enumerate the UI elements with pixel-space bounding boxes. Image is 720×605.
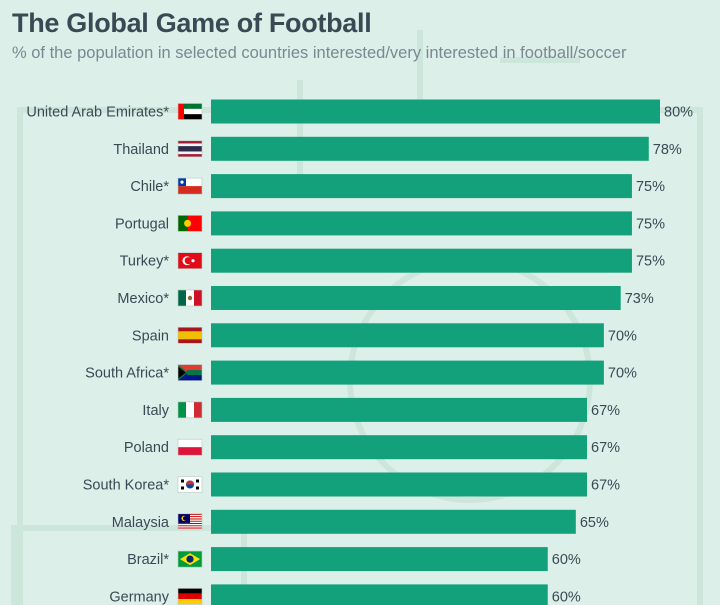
value-label-3: 75% <box>636 216 665 232</box>
south-korea-flag-icon <box>177 476 203 493</box>
value-label-10: 67% <box>591 478 620 494</box>
bar-1 <box>211 136 649 161</box>
category-label-5: Mexico* <box>117 291 169 307</box>
bar-9 <box>211 435 588 460</box>
chart-subtitle: % of the population in selected countrie… <box>12 44 627 62</box>
turkey-flag-icon <box>177 252 203 269</box>
germany-flag-icon <box>177 588 203 605</box>
value-label-13: 60% <box>552 589 581 605</box>
category-label-13: Germany <box>109 589 169 605</box>
category-label-10: South Korea* <box>83 478 170 494</box>
category-label-12: Brazil* <box>127 552 169 568</box>
value-label-2: 75% <box>636 179 665 195</box>
category-label-8: Italy <box>142 403 169 419</box>
italy-flag-icon <box>177 401 203 419</box>
category-label-1: Thailand <box>113 142 169 158</box>
thailand-flag-icon <box>177 140 203 158</box>
category-label-3: Portugal <box>115 216 169 232</box>
bar-10 <box>211 472 588 497</box>
south-africa-flag-icon <box>177 364 203 381</box>
uae-flag-icon <box>177 103 203 120</box>
chart-title: The Global Game of Football <box>12 8 372 38</box>
value-label-9: 67% <box>591 440 620 456</box>
category-label-0: United Arab Emirates* <box>26 105 169 121</box>
brazil-flag-icon <box>177 550 203 568</box>
category-label-9: Poland <box>124 440 169 456</box>
value-label-5: 73% <box>625 291 654 307</box>
bar-0 <box>211 99 660 124</box>
bar-3 <box>211 211 632 236</box>
value-label-11: 65% <box>580 515 609 531</box>
category-label-6: Spain <box>132 328 169 344</box>
category-label-7: South Africa* <box>85 366 169 382</box>
category-label-11: Malaysia <box>112 515 170 531</box>
value-label-4: 75% <box>636 254 665 270</box>
bar-8 <box>211 397 588 422</box>
bar-6 <box>211 323 604 348</box>
spain-flag-icon <box>177 326 203 344</box>
bar-7 <box>211 360 604 385</box>
bar-11 <box>211 509 576 534</box>
value-label-0: 80% <box>664 105 693 121</box>
value-label-1: 78% <box>653 142 682 158</box>
bar-13 <box>211 584 548 605</box>
bar-5 <box>211 286 621 310</box>
mexico-flag-icon <box>177 289 203 307</box>
bar-4 <box>211 248 632 273</box>
value-label-7: 70% <box>608 366 637 382</box>
category-label-4: Turkey* <box>120 254 170 270</box>
chile-flag-icon <box>177 177 203 195</box>
category-label-2: Chile* <box>130 179 169 195</box>
value-label-12: 60% <box>552 552 581 568</box>
value-label-6: 70% <box>608 328 637 344</box>
bar-12 <box>211 547 548 572</box>
malaysia-flag-icon <box>177 513 203 531</box>
poland-flag-icon <box>177 438 203 456</box>
bar-2 <box>211 174 632 199</box>
value-label-8: 67% <box>591 403 620 419</box>
portugal-flag-icon <box>177 215 203 232</box>
